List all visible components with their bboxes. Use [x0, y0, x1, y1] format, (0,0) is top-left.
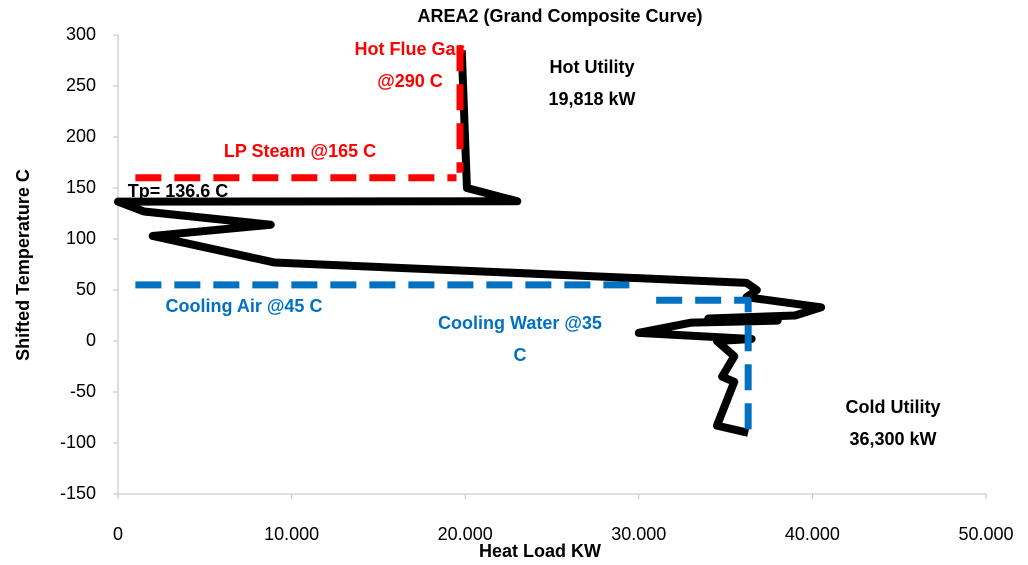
x-tick-label: 20.000 [438, 524, 493, 544]
y-tick-label: 150 [66, 177, 96, 197]
annotation: @290 C [377, 71, 443, 91]
annotation: LP Steam @165 C [224, 141, 376, 161]
annotation: Cooling Water @35 [438, 313, 602, 333]
x-tick-label: 50.000 [958, 524, 1013, 544]
x-tick-label: 40.000 [785, 524, 840, 544]
gcc-curve [114, 50, 826, 437]
y-tick-label: -150 [60, 483, 96, 503]
y-tick-label: 300 [66, 24, 96, 44]
y-tick-label: 200 [66, 126, 96, 146]
x-axis-label: Heat Load KW [479, 541, 601, 561]
utility-line [656, 296, 752, 433]
y-tick-label: -100 [60, 432, 96, 452]
y-axis-label: Shifted Temperature C [13, 169, 33, 361]
y-tick-label: -50 [70, 381, 96, 401]
annotation: Hot Utility [550, 57, 635, 77]
annotation: 19,818 kW [548, 89, 635, 109]
y-tick-label: 100 [66, 228, 96, 248]
annotation: Cold Utility [846, 397, 941, 417]
x-tick-label: 30.000 [611, 524, 666, 544]
annotation: 36,300 kW [849, 429, 936, 449]
y-tick-label: 50 [76, 279, 96, 299]
chart-title: AREA2 (Grand Composite Curve) [417, 6, 702, 26]
y-tick-label: 0 [86, 330, 96, 350]
y-tick-label: 250 [66, 75, 96, 95]
annotation: Hot Flue Gas [354, 39, 465, 59]
annotation: Cooling Air @45 C [166, 296, 323, 316]
annotation: Tp= 136.6 C [128, 181, 229, 201]
x-tick-label: 0 [113, 524, 123, 544]
annotation: C [514, 345, 527, 365]
x-tick-label: 10.000 [264, 524, 319, 544]
